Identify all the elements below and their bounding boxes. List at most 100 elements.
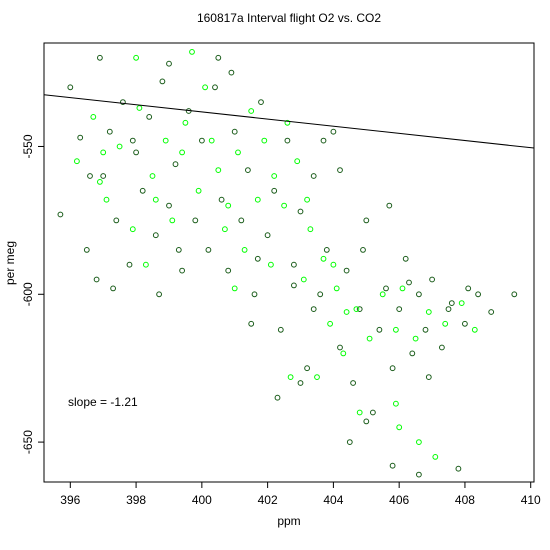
data-point <box>291 282 297 289</box>
x-tick-label: 402 <box>258 493 278 507</box>
data-point <box>350 380 357 386</box>
data-point <box>409 350 416 357</box>
data-point <box>231 285 238 292</box>
data-point <box>120 99 126 105</box>
data-point <box>179 267 186 274</box>
data-point <box>245 167 251 174</box>
data-point <box>152 196 159 203</box>
x-axis-ticks: 396 398 400 402 404 406 408 410 <box>60 482 541 507</box>
data-point <box>370 409 376 416</box>
data-point <box>284 119 291 126</box>
data-point <box>133 149 140 156</box>
data-point <box>310 173 317 179</box>
data-point <box>320 255 327 262</box>
data-point <box>199 137 205 144</box>
data-point <box>271 173 278 179</box>
data-point <box>333 285 340 292</box>
data-point <box>422 326 429 333</box>
y-tick-label: -550 <box>21 134 35 158</box>
data-point <box>268 261 274 268</box>
data-point <box>304 365 311 372</box>
data-point <box>389 462 396 469</box>
data-point <box>360 247 366 253</box>
data-point <box>353 306 360 313</box>
data-point <box>475 291 482 298</box>
data-point <box>87 173 93 179</box>
data-point <box>146 114 153 120</box>
data-point <box>337 167 343 174</box>
data-point <box>406 279 412 286</box>
data-point <box>337 344 343 351</box>
data-point <box>294 158 301 165</box>
data-point <box>274 394 281 401</box>
data-point <box>152 232 159 239</box>
data-point <box>106 128 113 135</box>
data-point <box>399 285 406 292</box>
data-point <box>225 202 232 209</box>
x-tick-label: 396 <box>60 493 80 507</box>
data-point <box>439 344 445 351</box>
data-point <box>143 261 149 268</box>
data-point <box>442 320 449 327</box>
data-point <box>300 276 307 283</box>
data-point <box>228 69 235 76</box>
data-point <box>416 291 422 298</box>
data-point <box>57 211 64 218</box>
data-point <box>396 306 403 313</box>
y-tick-label: -650 <box>21 430 35 454</box>
data-point <box>314 374 320 381</box>
data-point <box>97 179 103 185</box>
data-point <box>511 291 518 298</box>
data-point <box>396 424 403 431</box>
data-point <box>179 149 186 156</box>
data-point <box>356 409 363 416</box>
data-point <box>261 137 268 144</box>
data-point <box>356 306 363 313</box>
data-point <box>383 285 389 292</box>
data-point <box>129 137 136 144</box>
data-point <box>327 320 334 327</box>
data-point <box>182 119 189 126</box>
data-point <box>343 267 350 274</box>
data-point <box>159 78 166 85</box>
data-point <box>416 471 422 478</box>
data-point <box>248 108 255 114</box>
data-point <box>393 400 399 407</box>
data-point <box>429 276 436 283</box>
data-point <box>310 306 317 313</box>
data-point <box>162 137 169 144</box>
x-tick-label: 400 <box>192 493 212 507</box>
data-point <box>90 114 97 120</box>
data-point <box>133 54 140 61</box>
data-point <box>291 261 297 268</box>
data-point <box>425 374 432 381</box>
x-axis-label: ppm <box>277 514 300 528</box>
data-point <box>320 137 327 144</box>
data-point <box>189 49 195 55</box>
data-point <box>218 196 225 203</box>
data-point <box>225 267 232 274</box>
data-point <box>241 247 248 253</box>
data-points <box>57 49 518 478</box>
data-point <box>363 418 370 425</box>
data-point <box>166 202 172 209</box>
data-point <box>254 255 261 262</box>
data-point <box>215 54 222 61</box>
data-point <box>129 226 136 233</box>
y-axis-label: per meg <box>3 241 17 285</box>
data-point <box>297 380 304 386</box>
data-point <box>235 149 241 156</box>
data-point <box>113 217 120 224</box>
data-point <box>208 137 215 144</box>
chart-title: 160817a Interval flight O2 vs. CO2 <box>197 11 381 25</box>
plot-frame <box>43 42 535 483</box>
data-point <box>149 173 156 179</box>
data-point <box>432 454 439 460</box>
data-point <box>307 226 314 233</box>
data-point <box>215 167 222 174</box>
data-point <box>100 149 107 156</box>
data-point <box>416 439 422 446</box>
data-point <box>402 255 409 262</box>
data-point <box>83 247 90 253</box>
data-point <box>67 84 74 91</box>
